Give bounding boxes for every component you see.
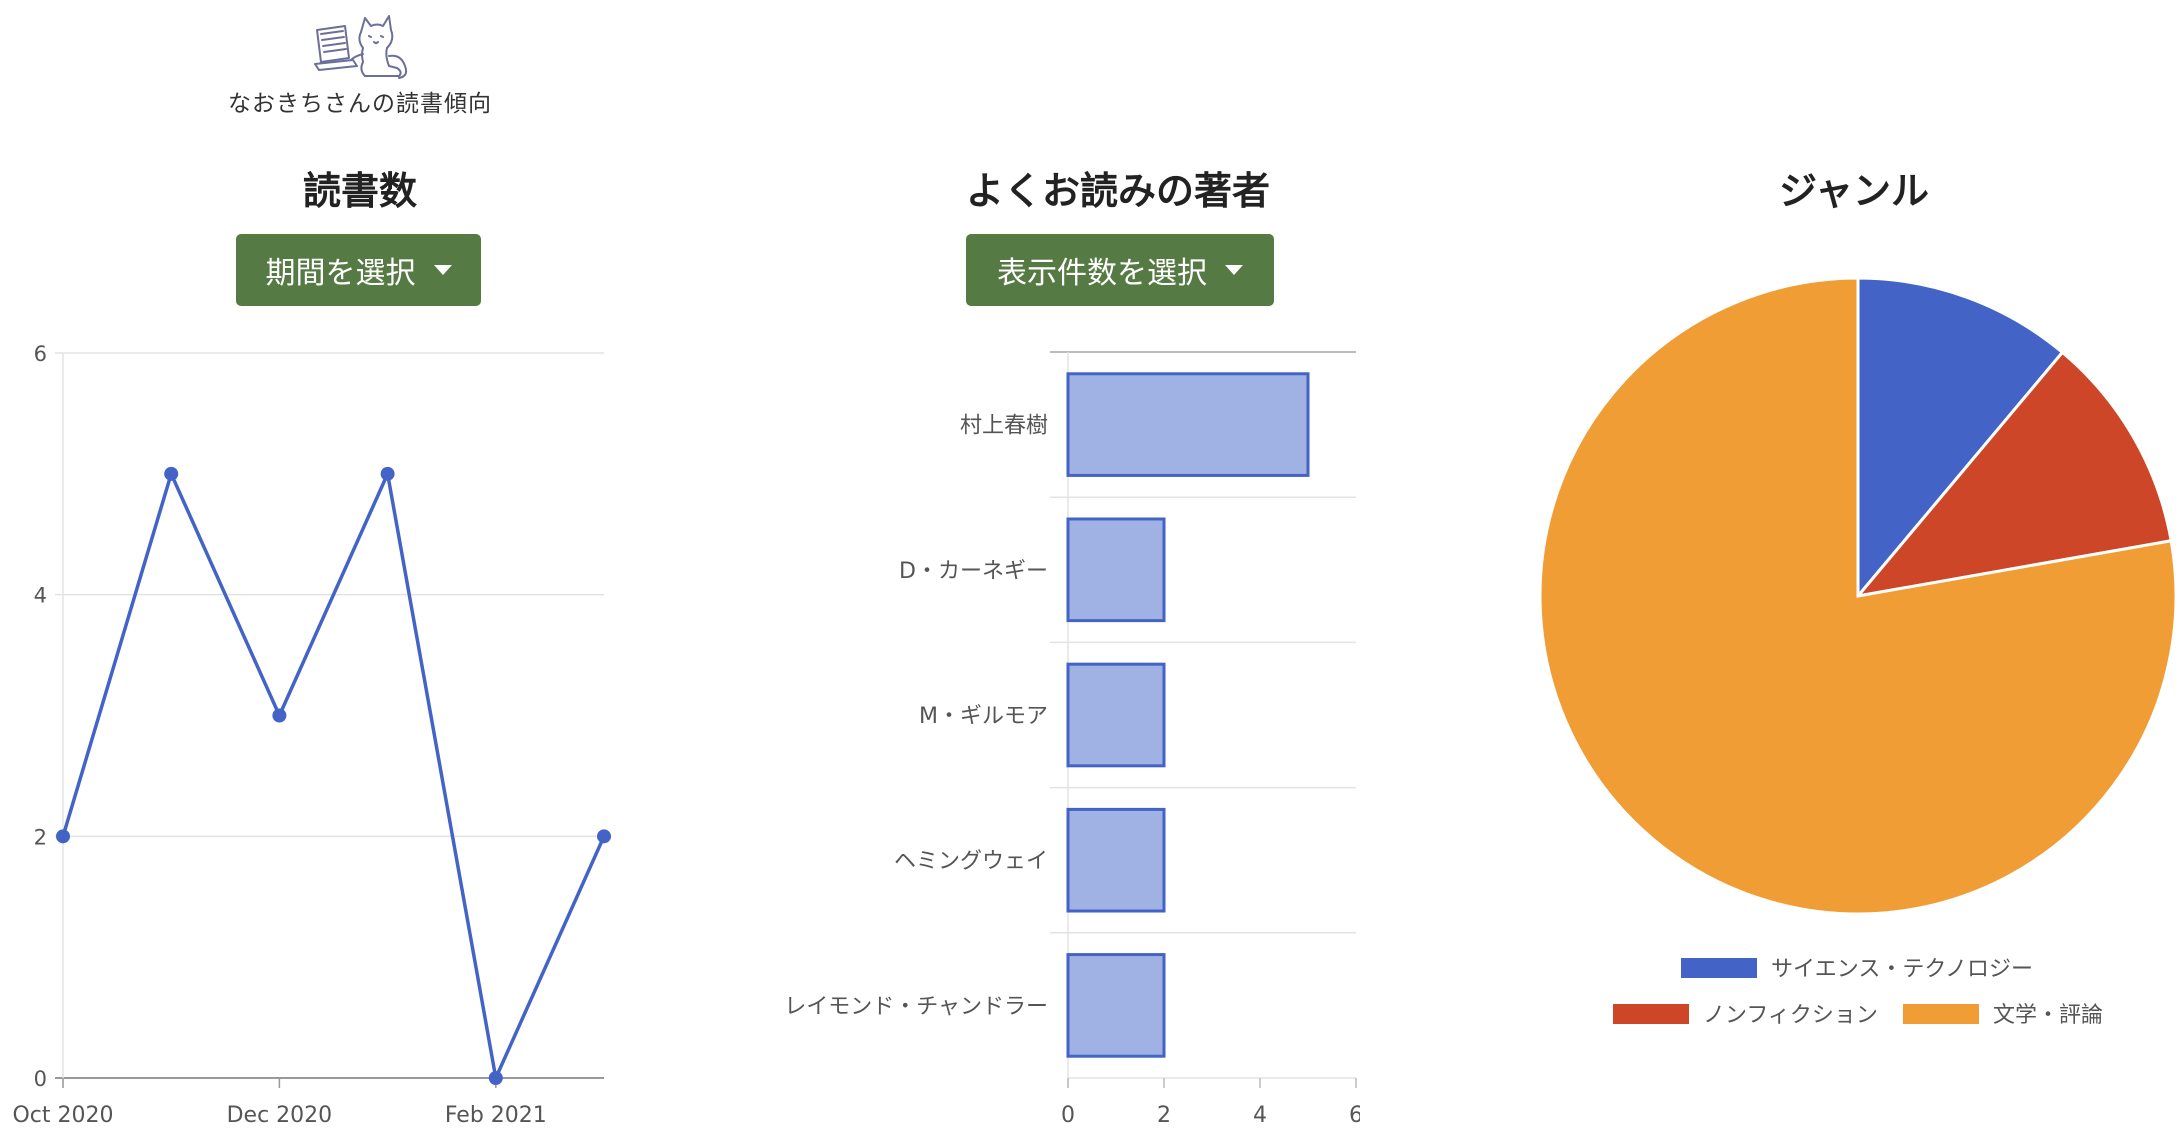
author-label: ヘミングウェイ xyxy=(894,849,1048,874)
x-tick-label: 2 xyxy=(1157,1103,1171,1128)
x-tick-label: Oct 2020 xyxy=(12,1103,113,1128)
period-select-label: 期間を選択 xyxy=(265,256,416,291)
caret-down-icon xyxy=(433,265,452,275)
count-select-label: 表示件数を選択 xyxy=(997,256,1207,291)
author-bar xyxy=(1066,662,1166,768)
site-title: なおきちさんの読書傾向 xyxy=(228,91,492,117)
reads-line-chart: 0 2 4 6 Oct 2020 Dec 2020 Feb 2021 xyxy=(12,342,611,1128)
reads-data-point xyxy=(488,1071,503,1085)
author-bar xyxy=(1066,953,1166,1058)
pie-slice xyxy=(1538,276,2178,916)
legend-swatch xyxy=(1903,1004,1979,1024)
author-bar xyxy=(1066,517,1166,623)
x-tick-label: 4 xyxy=(1253,1103,1267,1128)
reads-title: 読書数 xyxy=(302,168,417,213)
count-select-button[interactable]: 表示件数を選択 xyxy=(966,234,1274,306)
reads-data-point xyxy=(272,708,287,723)
site-header: なおきちさんの読書傾向 xyxy=(200,10,520,118)
author-label: D・カーネギー xyxy=(899,559,1048,584)
reads-data-point xyxy=(56,829,70,844)
author-bar xyxy=(1066,372,1310,477)
y-tick-label: 6 xyxy=(34,342,47,366)
reads-data-point xyxy=(164,466,179,481)
legend-swatch xyxy=(1681,958,1757,978)
genre-title: ジャンル xyxy=(1778,168,1930,213)
y-tick-label: 2 xyxy=(34,825,47,849)
x-tick-label: Dec 2020 xyxy=(227,1103,333,1128)
reads-data-point xyxy=(380,466,395,481)
cat-reading-logo-icon xyxy=(314,15,408,79)
legend-swatch xyxy=(1613,1004,1689,1024)
pie-slice xyxy=(1856,276,2065,601)
pie-slice xyxy=(1854,350,2173,599)
reads-data-point xyxy=(597,829,611,844)
reads-series-line xyxy=(61,472,606,1080)
author-bar xyxy=(1066,807,1166,913)
caret-down-icon xyxy=(1225,265,1243,275)
y-tick-label: 4 xyxy=(34,584,47,608)
author-label: レイモンド・チャンドラー xyxy=(784,994,1048,1019)
period-select-button[interactable]: 期間を選択 xyxy=(236,234,481,306)
legend-label: 文学・評論 xyxy=(1993,1003,2103,1028)
authors-title: よくお読みの著者 xyxy=(965,168,1270,213)
author-label: M・ギルモア xyxy=(919,704,1048,729)
x-tick-label: Feb 2021 xyxy=(445,1103,547,1128)
legend-label: ノンフィクション xyxy=(1703,1003,1878,1028)
author-label: 村上春樹 xyxy=(960,414,1048,439)
legend-label: サイエンス・テクノロジー xyxy=(1771,957,2033,982)
x-tick-label: 6 xyxy=(1349,1103,1360,1128)
x-tick-label: 0 xyxy=(1061,1103,1075,1128)
y-tick-label: 0 xyxy=(34,1067,47,1091)
